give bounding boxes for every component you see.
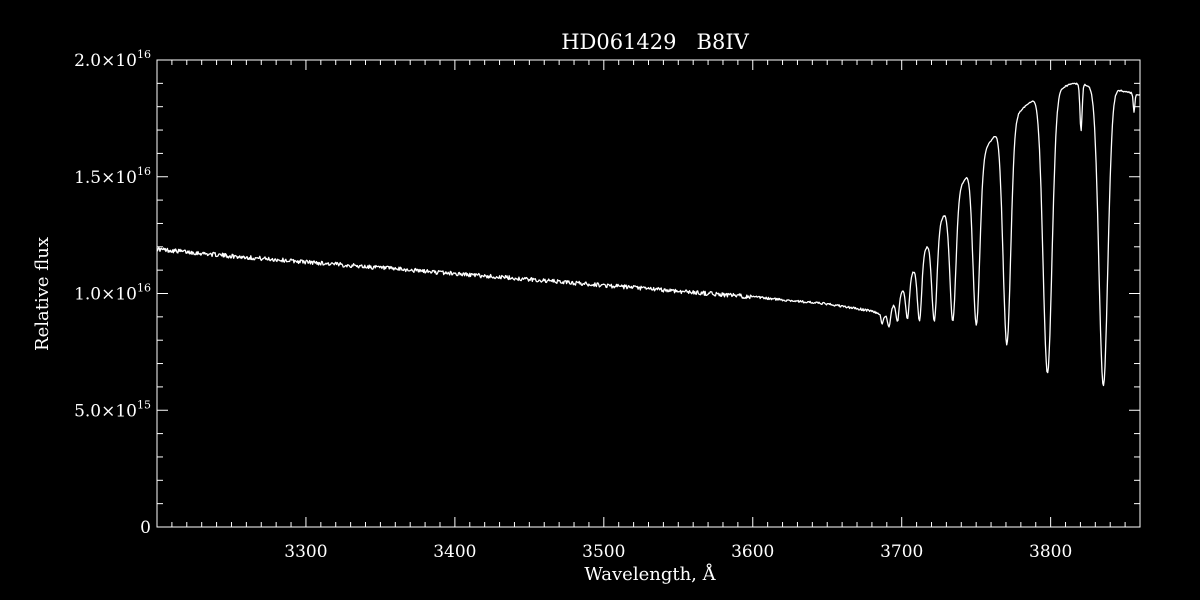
x-tick-label: 3800 <box>1029 542 1072 562</box>
y-axis-label: Relative flux <box>32 237 53 351</box>
x-axis-label: Wavelength, Å <box>584 563 716 585</box>
axes: 3300 3400 3500 3600 3700 3800 0 5.0×1015 1.0×101… <box>74 48 1141 562</box>
x-tick-label: 3700 <box>880 542 923 562</box>
x-tick-label: 3300 <box>284 542 327 562</box>
y-tick-label: 0 <box>140 518 151 538</box>
y-tick-label: 2.0×1016 <box>74 48 151 71</box>
y-tick-label: 1.5×1016 <box>74 165 151 188</box>
x-tick-label: 3400 <box>433 542 476 562</box>
x-tick-label: 3500 <box>582 542 625 562</box>
y-tick-label: 1.0×1016 <box>74 282 151 305</box>
chart-title: HD061429 B8IV <box>561 30 749 54</box>
y-tick-label: 5.0×1015 <box>74 398 151 421</box>
spectrum-line <box>156 82 1141 387</box>
x-tick-label: 3600 <box>731 542 774 562</box>
plot-frame <box>156 59 1141 528</box>
